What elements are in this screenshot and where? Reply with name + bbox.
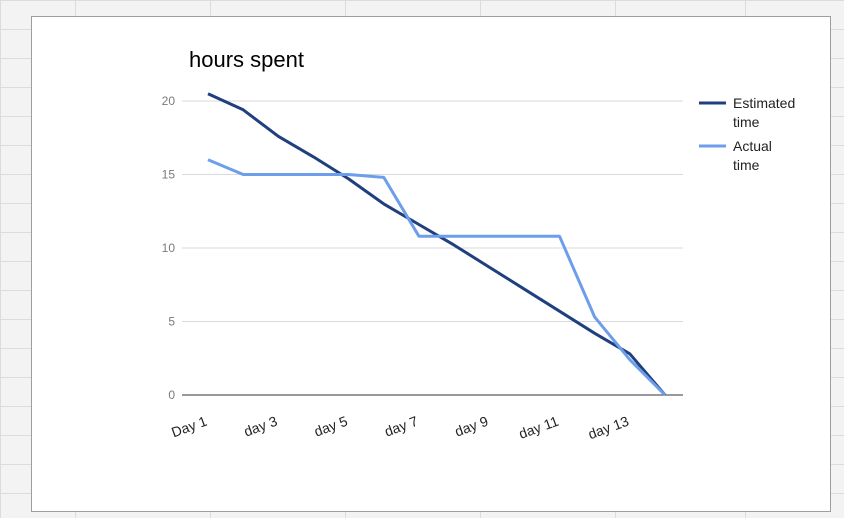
line-chart: hours spent 0 5 10 15 20 Day 1 day 3 day 5 day … [162,47,796,442]
chart-title: hours spent [189,47,304,72]
chart-card[interactable]: hours spent 0 5 10 15 20 Day 1 day 3 day 5 day … [31,16,831,512]
x-tick-label-9: day 9 [453,413,491,440]
y-axis-tick-labels: 0 5 10 15 20 [162,94,176,402]
legend: Estimated time Actual time [699,95,795,173]
grid-lines [182,100,683,322]
y-tick-label-15: 15 [162,168,176,182]
legend-label-0-0: Estimated [733,95,795,111]
x-tick-label-1: Day 1 [169,413,209,441]
series-lines [207,92,667,397]
x-tick-label-3: day 3 [242,413,280,440]
series-line-0 [207,92,667,396]
y-tick-label-10: 10 [162,241,176,255]
y-tick-label-20: 20 [162,94,176,108]
y-tick-label-5: 5 [168,315,175,329]
legend-label-0-1: time [733,114,760,130]
series-line-1 [207,158,667,397]
y-tick-label-0: 0 [168,388,175,402]
legend-label-1-0: Actual [733,138,772,154]
x-tick-label-5: day 5 [312,413,350,440]
x-tick-label-13: day 13 [586,413,631,442]
legend-label-1-1: time [733,157,760,173]
x-axis-tick-labels: Day 1 day 3 day 5 day 7 day 9 day 11 day 13 [169,413,631,442]
x-tick-label-11: day 11 [517,413,561,442]
x-tick-label-7: day 7 [382,413,420,440]
